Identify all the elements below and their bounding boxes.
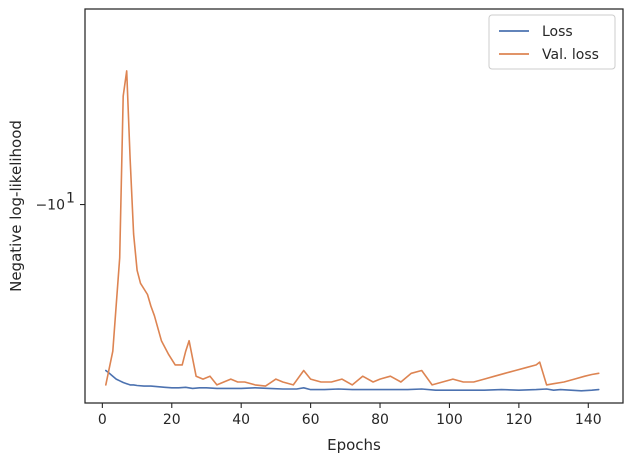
y-axis-label: Negative log-likelihood — [7, 120, 25, 292]
x-tick-label: 140 — [575, 412, 602, 428]
x-tick-label: 20 — [163, 412, 181, 428]
legend: Loss Val. loss — [488, 14, 616, 70]
x-axis-label: Epochs — [327, 436, 381, 454]
y-tick-label: −10 — [35, 198, 65, 214]
legend-label: Val. loss — [542, 47, 599, 63]
series-line-2 — [105, 70, 600, 387]
y-tick-exponent: 1 — [66, 191, 75, 207]
legend-box — [488, 14, 616, 70]
x-tick-label: 100 — [436, 412, 463, 428]
x-tick-label: 60 — [302, 412, 320, 428]
plot-frame — [84, 8, 624, 404]
y-axis: −10 1 — [35, 191, 85, 214]
series-line-1 — [105, 369, 600, 392]
x-axis: 0 20 40 60 80 100 120 140 — [98, 403, 602, 428]
x-tick-label: 80 — [371, 412, 389, 428]
plot-lines — [105, 70, 600, 392]
x-tick-label: 120 — [506, 412, 533, 428]
legend-label: Loss — [542, 24, 573, 40]
x-tick-label: 0 — [98, 412, 107, 428]
x-tick-label: 40 — [232, 412, 250, 428]
